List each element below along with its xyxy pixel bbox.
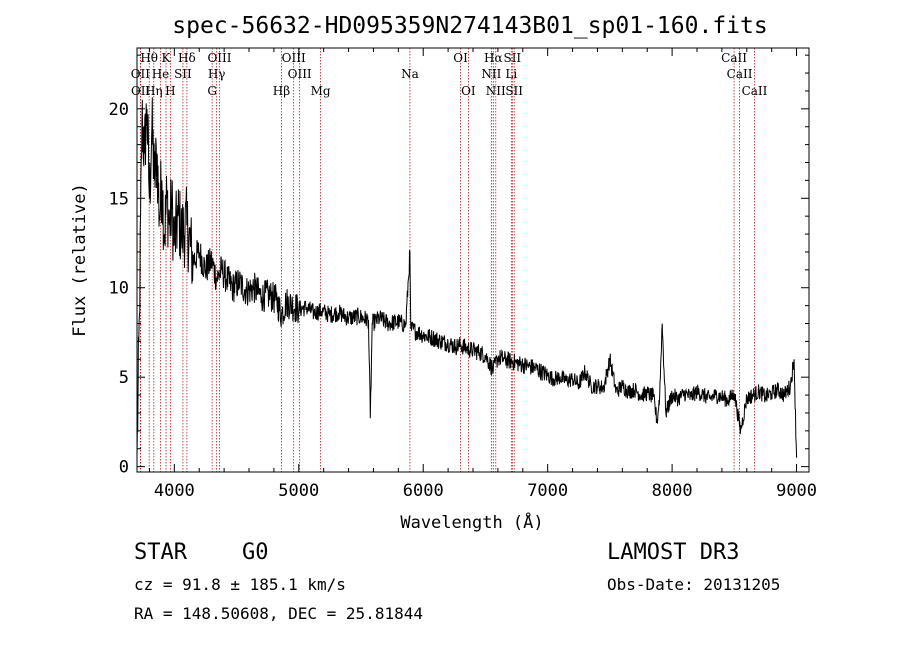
emission-line-label: OIII (207, 51, 231, 65)
x-tick-label: 8000 (652, 481, 693, 501)
emission-line-label: OI (461, 84, 476, 98)
x-tick-label: 6000 (403, 481, 444, 501)
emission-line-label: Mg (311, 84, 331, 98)
emission-line-label: OIII (282, 51, 306, 65)
x-tick-label: 4000 (154, 481, 195, 501)
emission-line-label: CaII (742, 84, 768, 98)
emission-line-label: SII (174, 67, 192, 81)
emission-line-label: CaII (727, 67, 753, 81)
x-axis-ticks: 4000 5000 6000 7000 8000 9000 (148, 48, 817, 501)
emission-line-label: Na (401, 67, 419, 81)
chart-title: spec-56632-HD095359N274143B01_sp01-160.f… (172, 13, 767, 39)
redshift-readout: cz = 91.8 ± 185.1 km/s (134, 575, 346, 594)
x-tick-label: 7000 (527, 481, 568, 501)
emission-line-label: OIII (288, 67, 312, 81)
plot-frame (136, 47, 810, 473)
x-tick-label: 9000 (776, 481, 817, 501)
object-subclass: G0 (242, 540, 269, 565)
y-axis-label: Flux (relative) (70, 183, 90, 337)
emission-line-label: SII (505, 84, 523, 98)
y-tick-label: 0 (119, 458, 129, 478)
emission-line-label: Hα (484, 51, 503, 65)
x-axis-label: Wavelength (Å) (400, 511, 543, 533)
survey-name: LAMOST DR3 (607, 540, 739, 565)
emission-line-label: Hγ (208, 67, 226, 81)
x-tick-label: 5000 (278, 481, 319, 501)
emission-line-label: NII (481, 67, 501, 81)
emission-line-label: Hη (145, 84, 163, 98)
emission-line-label: NII (486, 84, 506, 98)
emission-line-label: G (207, 84, 217, 98)
spectrum-line (136, 97, 798, 458)
y-tick-label: 15 (109, 189, 129, 209)
coordinates: RA = 148.50608, DEC = 25.81844 (134, 604, 423, 623)
y-tick-label: 20 (109, 100, 129, 120)
emission-line-markers (139, 48, 755, 472)
obs-date: Obs-Date: 20131205 (607, 575, 780, 594)
emission-line-label: SII (503, 51, 521, 65)
emission-line-label: H (165, 84, 175, 98)
emission-line-label: OII (131, 67, 151, 81)
emission-line-label: CaII (721, 51, 747, 65)
y-axis-ticks: 0 5 10 15 20 (109, 54, 809, 478)
y-tick-label: 5 (119, 368, 129, 388)
emission-line-label: Li (505, 67, 517, 81)
emission-line-label: He (152, 67, 170, 81)
emission-line-label: Hθ (140, 51, 158, 65)
emission-line-label: OI (453, 51, 468, 65)
emission-line-label: Hβ (273, 84, 290, 98)
emission-line-label: Hδ (178, 51, 196, 65)
y-tick-label: 10 (109, 279, 129, 299)
emission-line-label: K (162, 51, 172, 65)
object-class: STAR (134, 540, 188, 565)
